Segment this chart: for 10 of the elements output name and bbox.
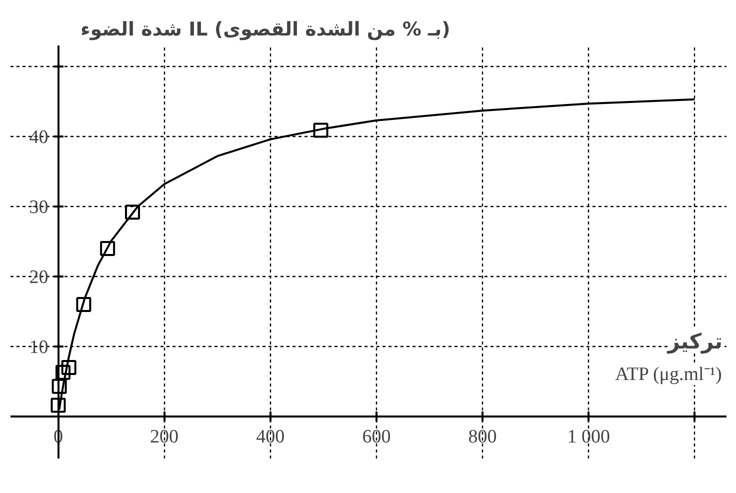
y-axis-title: شدة الضوء IL (بـ % من الشدة القصوى)	[80, 18, 450, 40]
y-tick-label: 10	[29, 337, 48, 358]
x-tick-label: 600	[362, 426, 391, 448]
x-tick-label: 200	[150, 426, 179, 448]
x-tick-label: 400	[256, 426, 285, 448]
x-tick-label: 800	[468, 426, 497, 448]
y-tick-label: 40	[29, 127, 48, 148]
x-tick-label: 1 000	[567, 426, 610, 448]
y-tick-label: 20	[29, 267, 48, 288]
y-tick-label: 30	[29, 197, 48, 218]
